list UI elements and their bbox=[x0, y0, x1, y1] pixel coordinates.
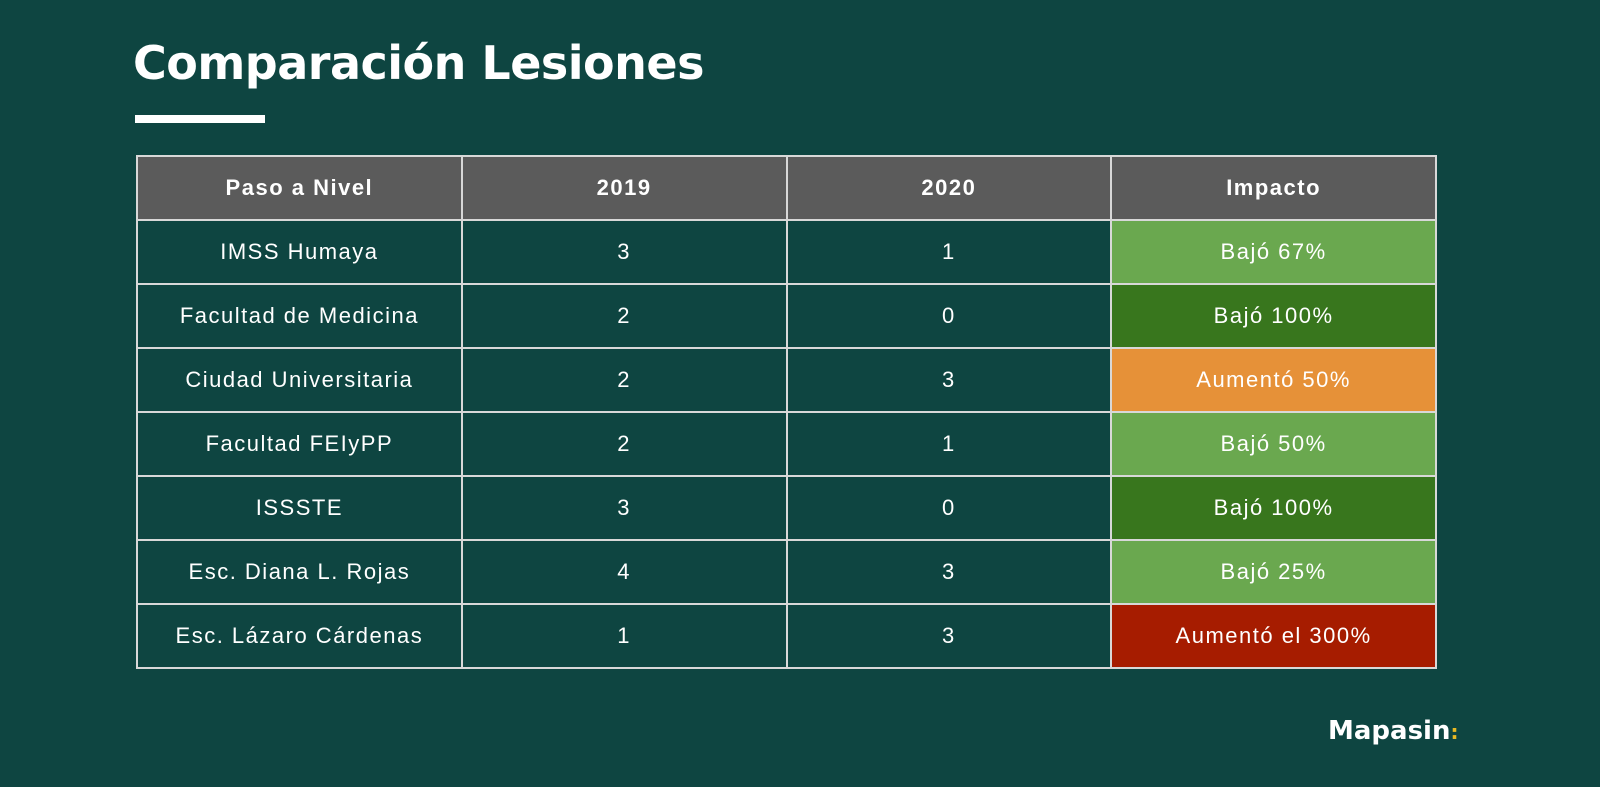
cell-2019: 4 bbox=[460, 539, 788, 605]
page-title: Comparación Lesiones bbox=[133, 36, 704, 90]
table-row: Esc. Diana L. Rojas 4 3 Bajó 25% bbox=[136, 539, 1437, 605]
table-row: Facultad FEIyPP 2 1 Bajó 50% bbox=[136, 411, 1437, 477]
cell-paso: Ciudad Universitaria bbox=[136, 347, 463, 413]
title-underline bbox=[135, 115, 265, 123]
cell-2019: 2 bbox=[460, 283, 788, 349]
cell-paso: Esc. Diana L. Rojas bbox=[136, 539, 463, 605]
header-2020: 2020 bbox=[785, 155, 1113, 221]
cell-paso: Esc. Lázaro Cárdenas bbox=[136, 603, 463, 669]
cell-2020: 3 bbox=[785, 603, 1113, 669]
table-row: Esc. Lázaro Cárdenas 1 3 Aumentó el 300% bbox=[136, 603, 1437, 669]
header-paso: Paso a Nivel bbox=[136, 155, 463, 221]
cell-2020: 0 bbox=[785, 283, 1113, 349]
cell-impacto: Bajó 67% bbox=[1110, 219, 1437, 285]
cell-paso: ISSSTE bbox=[136, 475, 463, 541]
cell-2019: 3 bbox=[460, 475, 788, 541]
header-impacto: Impacto bbox=[1110, 155, 1437, 221]
logo-text: Mapasin bbox=[1328, 716, 1451, 746]
table-row: IMSS Humaya 3 1 Bajó 67% bbox=[136, 219, 1437, 285]
cell-2020: 0 bbox=[785, 475, 1113, 541]
cell-impacto: Bajó 50% bbox=[1110, 411, 1437, 477]
cell-2020: 1 bbox=[785, 219, 1113, 285]
cell-paso: Facultad de Medicina bbox=[136, 283, 463, 349]
cell-2020: 3 bbox=[785, 539, 1113, 605]
cell-2019: 1 bbox=[460, 603, 788, 669]
comparison-table: Paso a Nivel 2019 2020 Impacto IMSS Huma… bbox=[136, 155, 1437, 669]
table-row: ISSSTE 3 0 Bajó 100% bbox=[136, 475, 1437, 541]
cell-2020: 3 bbox=[785, 347, 1113, 413]
table-header-row: Paso a Nivel 2019 2020 Impacto bbox=[136, 155, 1437, 221]
cell-impacto: Aumentó 50% bbox=[1110, 347, 1437, 413]
cell-impacto: Bajó 25% bbox=[1110, 539, 1437, 605]
cell-2019: 3 bbox=[460, 219, 788, 285]
cell-paso: IMSS Humaya bbox=[136, 219, 463, 285]
cell-2019: 2 bbox=[460, 411, 788, 477]
table-row: Facultad de Medicina 2 0 Bajó 100% bbox=[136, 283, 1437, 349]
cell-2020: 1 bbox=[785, 411, 1113, 477]
cell-2019: 2 bbox=[460, 347, 788, 413]
cell-impacto: Aumentó el 300% bbox=[1110, 603, 1437, 669]
table-row: Ciudad Universitaria 2 3 Aumentó 50% bbox=[136, 347, 1437, 413]
mapasin-logo: Mapasin: bbox=[1328, 716, 1458, 746]
header-2019: 2019 bbox=[460, 155, 788, 221]
cell-paso: Facultad FEIyPP bbox=[136, 411, 463, 477]
logo-mark: : bbox=[1450, 720, 1459, 744]
cell-impacto: Bajó 100% bbox=[1110, 475, 1437, 541]
cell-impacto: Bajó 100% bbox=[1110, 283, 1437, 349]
